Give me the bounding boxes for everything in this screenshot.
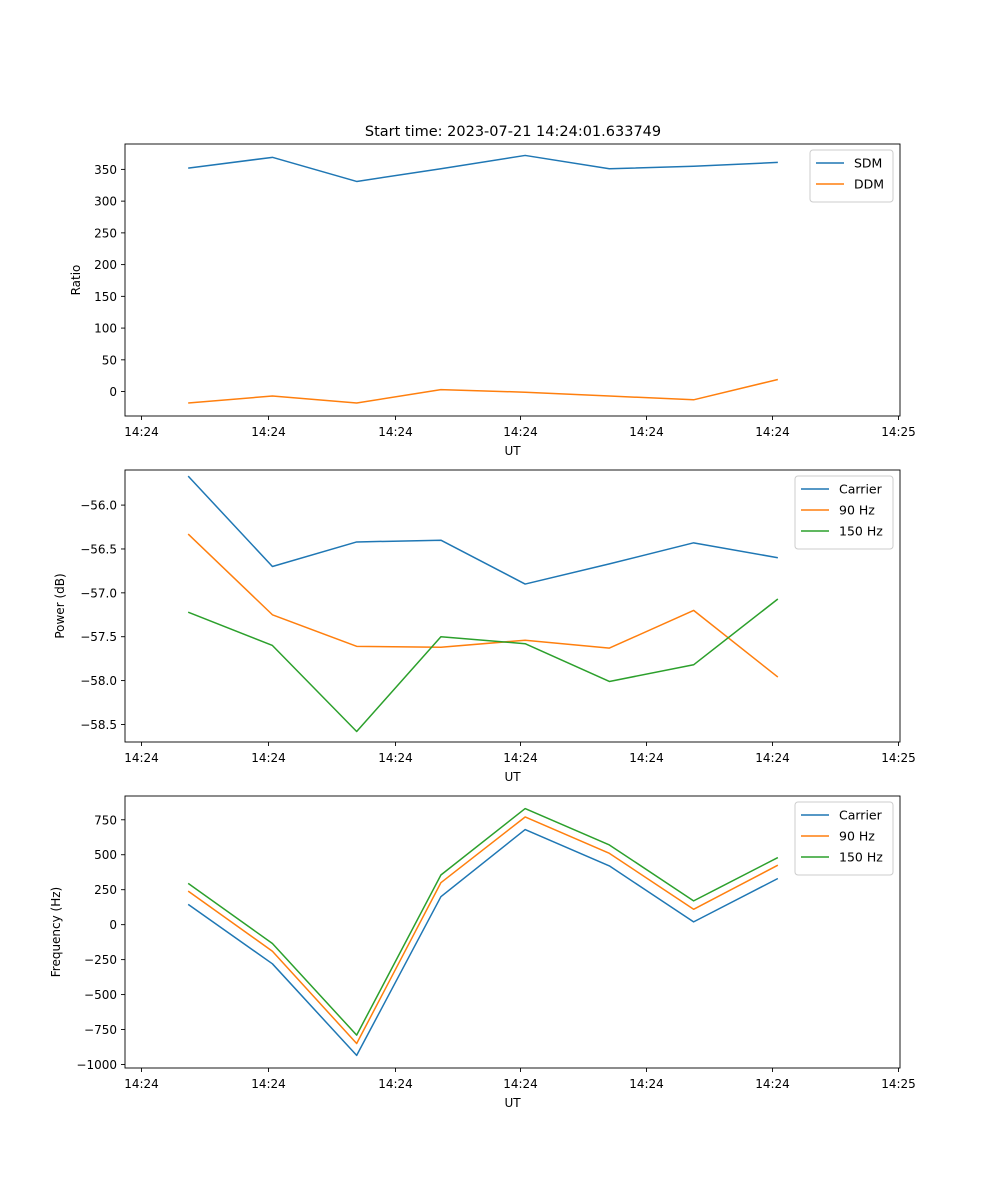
chart2-series-90-hz-line — [187, 533, 779, 678]
chart2-series-150-hz-line — [187, 598, 779, 733]
chart3-x-tick-label: 14:24 — [629, 1077, 664, 1091]
chart1-x-tick-label: 14:24 — [755, 425, 790, 439]
chart1-x-tick-label: 14:24 — [124, 425, 159, 439]
chart2-y-tick-label: −57.0 — [80, 586, 117, 600]
chart1-legend: SDM DDM — [809, 149, 894, 203]
chart3-x-tick-label: 14:24 — [503, 1077, 538, 1091]
chart2-x-axis-label: UT — [504, 770, 521, 784]
chart2-x-tick-label: 14:24 — [629, 751, 664, 765]
chart2-legend: Carrier 90 Hz 150 Hz — [794, 475, 894, 550]
chart2-y-tick-label: −57.5 — [80, 630, 117, 644]
chart2-series-carrier-line — [187, 475, 778, 585]
chart3-y-axis-label: Frequency (Hz) — [49, 887, 63, 978]
chart2-legend-label-150-hz: 150 Hz — [839, 524, 883, 539]
chart3-y-tick-label: −250 — [84, 953, 117, 967]
chart3-x-tick-label: 14:24 — [124, 1077, 159, 1091]
chart1-axes-frame — [124, 143, 901, 417]
chart2-y-tick-label: −56.5 — [80, 542, 117, 556]
chart1-y-tick-label: 150 — [94, 290, 117, 304]
chart1-y-tick-label: 200 — [94, 258, 117, 272]
chart3-y-tick-label: 250 — [94, 883, 117, 897]
chart3-legend-label-90-hz: 90 Hz — [839, 829, 875, 844]
chart3-series-carrier-line — [187, 828, 779, 1057]
chart3-y-tick-label: −750 — [84, 1023, 117, 1037]
chart1-y-tick-label: 300 — [94, 195, 117, 209]
chart1-legend-label-ddm: DDM — [854, 177, 884, 192]
chart3-y-tick-label: 0 — [109, 918, 117, 932]
chart2-x-tick-label: 14:25 — [881, 751, 916, 765]
chart2-x-tick-label: 14:24 — [755, 751, 790, 765]
chart1-x-axis-label: UT — [504, 444, 521, 458]
chart1-panel: 14:24 14:24 14:24 14:24 14:24 14:24 14:25 0 50 10… — [69, 143, 916, 458]
chart1-y-tick-label: 350 — [94, 163, 117, 177]
chart3-legend-label-150-hz: 150 Hz — [839, 850, 883, 865]
chart1-x-tick-label: 14:24 — [251, 425, 286, 439]
chart1-series-sdm-line — [188, 154, 778, 183]
chart3-y-tick-label: 500 — [94, 848, 117, 862]
chart2-legend-label-carrier: Carrier — [839, 482, 883, 497]
chart2-x-tick-label: 14:24 — [378, 751, 413, 765]
chart3-y-tick-label: −1000 — [76, 1058, 117, 1072]
chart2-axes-frame — [124, 469, 901, 743]
chart3-panel: 14:24 14:24 14:24 14:24 14:24 14:24 14:25 −1000… — [49, 795, 916, 1110]
chart1-x-tick-label: 14:24 — [378, 425, 413, 439]
chart3-x-axis-label: UT — [504, 1096, 521, 1110]
chart1-x-tick-label: 14:24 — [503, 425, 538, 439]
chart2-x-tick-label: 14:24 — [503, 751, 538, 765]
chart1-y-tick-label: 0 — [109, 385, 117, 399]
chart3-x-tick-label: 14:24 — [378, 1077, 413, 1091]
chart2-y-axis-label: Power (dB) — [53, 573, 67, 638]
chart3-legend-label-carrier: Carrier — [839, 808, 883, 823]
chart1-legend-label-sdm: SDM — [854, 156, 882, 171]
chart1-y-tick-label: 250 — [94, 226, 117, 240]
chart2-legend-label-90-hz: 90 Hz — [839, 503, 875, 518]
chart3-y-tick-label: −500 — [84, 988, 117, 1002]
chart3-series-150-hz-line — [187, 807, 779, 1036]
chart2-y-tick-label: −56.0 — [80, 499, 117, 513]
chart1-y-axis-label: Ratio — [69, 265, 83, 296]
chart3-legend: Carrier 90 Hz 150 Hz — [794, 801, 894, 876]
chart1-series-ddm-line — [188, 378, 779, 404]
chart1-y-tick-label: 100 — [94, 322, 117, 336]
chart3-series-90-hz-line — [187, 816, 779, 1045]
chart-title: Start time: 2023-07-21 14:24:01.633749 — [365, 124, 661, 140]
chart1-x-tick-label: 14:25 — [881, 425, 916, 439]
chart3-x-tick-label: 14:25 — [881, 1077, 916, 1091]
chart2-panel: 14:24 14:24 14:24 14:24 14:24 14:24 14:25 −58.5… — [53, 469, 916, 784]
chart3-x-tick-label: 14:24 — [251, 1077, 286, 1091]
chart2-y-tick-label: −58.0 — [80, 674, 117, 688]
chart2-y-tick-label: −58.5 — [80, 718, 117, 732]
chart3-x-tick-label: 14:24 — [755, 1077, 790, 1091]
chart2-x-tick-label: 14:24 — [251, 751, 286, 765]
chart3-axes-frame — [124, 795, 901, 1069]
chart3-y-tick-label: 750 — [94, 813, 117, 827]
chart1-y-tick-label: 50 — [102, 353, 117, 367]
chart2-x-tick-label: 14:24 — [124, 751, 159, 765]
chart1-x-tick-label: 14:24 — [629, 425, 664, 439]
